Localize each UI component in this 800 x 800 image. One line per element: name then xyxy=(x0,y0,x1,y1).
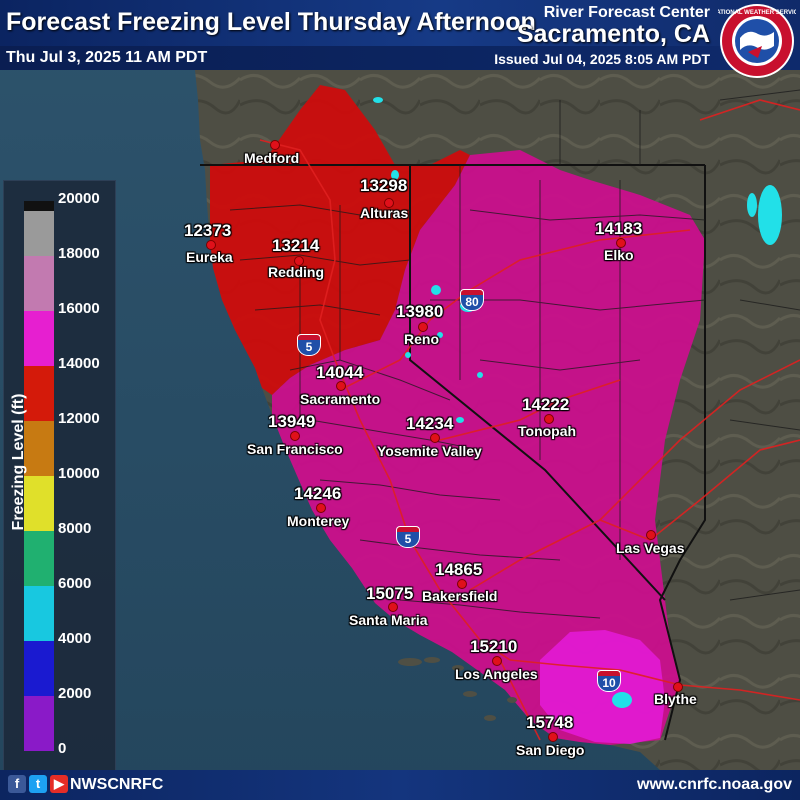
legend-tick-label: 10000 xyxy=(58,465,100,482)
station-name: Santa Maria xyxy=(349,612,428,628)
legend-title: Freezing Level (ft) xyxy=(10,393,27,531)
valid-time: Thu Jul 3, 2025 11 AM PDT xyxy=(6,49,208,66)
youtube-icon[interactable]: ▶ xyxy=(50,775,68,793)
nws-logo-icon[interactable]: NATIONAL WEATHER SERVICE xyxy=(718,2,796,80)
title-bar xyxy=(0,0,800,46)
legend-tick-label: 4000 xyxy=(58,630,92,647)
station-name: Bakersfield xyxy=(422,588,498,604)
station-marker-icon[interactable] xyxy=(388,602,398,612)
state-border-az-ut xyxy=(658,165,706,741)
station-name: Monterey xyxy=(287,513,350,529)
station-name: Alturas xyxy=(360,205,409,221)
footer: f t ▶ NWSCNRFC www.cnrfc.noaa.gov xyxy=(0,770,800,800)
social-handle[interactable]: NWSCNRFC xyxy=(70,776,164,793)
subtitle-bar xyxy=(0,46,800,70)
legend-tick-label: 14000 xyxy=(58,355,100,372)
city-marker-icon[interactable] xyxy=(270,140,280,150)
freezing-level-value: 13214 xyxy=(272,236,320,255)
station-name: Elko xyxy=(604,247,634,263)
freezing-level-value: 15748 xyxy=(526,713,574,732)
interstate-number: 80 xyxy=(460,295,484,311)
legend-tick-label: 2000 xyxy=(58,685,92,702)
legend-tick-label: 8000 xyxy=(58,520,92,537)
station-name: Eureka xyxy=(186,249,233,265)
city-marker-icon[interactable] xyxy=(673,682,683,692)
station-marker-icon[interactable] xyxy=(290,431,300,441)
freezing-level-value: 15210 xyxy=(470,637,518,656)
legend xyxy=(3,180,116,772)
station-name: Tonopah xyxy=(518,423,577,439)
city-name: Las Vegas xyxy=(616,540,685,556)
channel-islands xyxy=(398,657,517,721)
legend-tick-label: 12000 xyxy=(58,410,100,427)
interstate-number: 5 xyxy=(396,532,420,548)
city-marker-icon[interactable] xyxy=(646,530,656,540)
twitter-icon[interactable]: t xyxy=(29,775,47,793)
legend-tick-label: 18000 xyxy=(58,245,100,262)
freezing-level-value: 15075 xyxy=(366,584,414,603)
station-name: Yosemite Valley xyxy=(377,443,482,459)
county-lines xyxy=(229,89,800,619)
station-name: Reno xyxy=(404,331,439,347)
legend-tick-label: 6000 xyxy=(58,575,92,592)
station-marker-icon[interactable] xyxy=(316,503,326,513)
office-name: Sacramento, CA xyxy=(516,20,710,48)
station-marker-icon[interactable] xyxy=(548,732,558,742)
facebook-icon[interactable]: f xyxy=(8,775,26,793)
freezing-level-value: 13949 xyxy=(268,412,316,431)
station-name: Redding xyxy=(268,264,324,280)
agency-line: River Forecast Center xyxy=(543,4,710,21)
state-border-ca-nv xyxy=(409,165,666,601)
station-marker-icon[interactable] xyxy=(430,433,440,443)
interstate-shield-icon: 5 xyxy=(396,526,420,548)
station-name: Sacramento xyxy=(300,391,381,407)
freezing-level-value: 14246 xyxy=(294,484,342,503)
station-name: Los Angeles xyxy=(455,666,538,682)
map-title: Forecast Freezing Level Thursday Afterno… xyxy=(6,8,536,36)
station-marker-icon[interactable] xyxy=(294,256,304,266)
legend-tick-label: 0 xyxy=(58,740,67,757)
logo-lettering: NATIONAL WEATHER SERVICE xyxy=(718,10,796,16)
issued-time: Issued Jul 04, 2025 8:05 AM PDT xyxy=(494,51,710,67)
station-name: San Francisco xyxy=(247,441,343,457)
legend-tick-label: 16000 xyxy=(58,300,100,317)
station-marker-icon[interactable] xyxy=(616,238,626,248)
city-name: Medford xyxy=(244,150,300,166)
legend-color-bar xyxy=(24,201,54,751)
station-marker-icon[interactable] xyxy=(544,414,554,424)
interstate-number: 5 xyxy=(297,340,321,356)
station-marker-icon[interactable] xyxy=(457,579,467,589)
station-marker-icon[interactable] xyxy=(336,381,346,391)
interstate-number: 10 xyxy=(597,676,621,692)
freezing-level-value: 14183 xyxy=(595,219,643,238)
station-marker-icon[interactable] xyxy=(418,322,428,332)
interstate-shield-icon: 5 xyxy=(297,334,321,356)
legend-tick-label: 20000 xyxy=(58,190,100,207)
website-link[interactable]: www.cnrfc.noaa.gov xyxy=(637,776,792,793)
station-marker-icon[interactable] xyxy=(492,656,502,666)
station-marker-icon[interactable] xyxy=(384,198,394,208)
freezing-level-value: 14044 xyxy=(316,363,364,382)
station-name: San Diego xyxy=(516,742,585,758)
freezing-level-value: 12373 xyxy=(184,221,232,240)
station-marker-icon[interactable] xyxy=(206,240,216,250)
interstate-shield-icon: 80 xyxy=(460,289,484,311)
interstate-shield-icon: 10 xyxy=(597,670,621,692)
city-name: Blythe xyxy=(654,691,697,707)
freezing-level-value: 14865 xyxy=(435,560,483,579)
freezing-level-value: 13298 xyxy=(360,176,408,195)
freezing-level-zone-14000-16000 xyxy=(272,150,705,745)
freezing-level-value: 14234 xyxy=(406,414,454,433)
freezing-level-value: 14222 xyxy=(522,395,570,414)
freezing-level-value: 13980 xyxy=(396,302,444,321)
